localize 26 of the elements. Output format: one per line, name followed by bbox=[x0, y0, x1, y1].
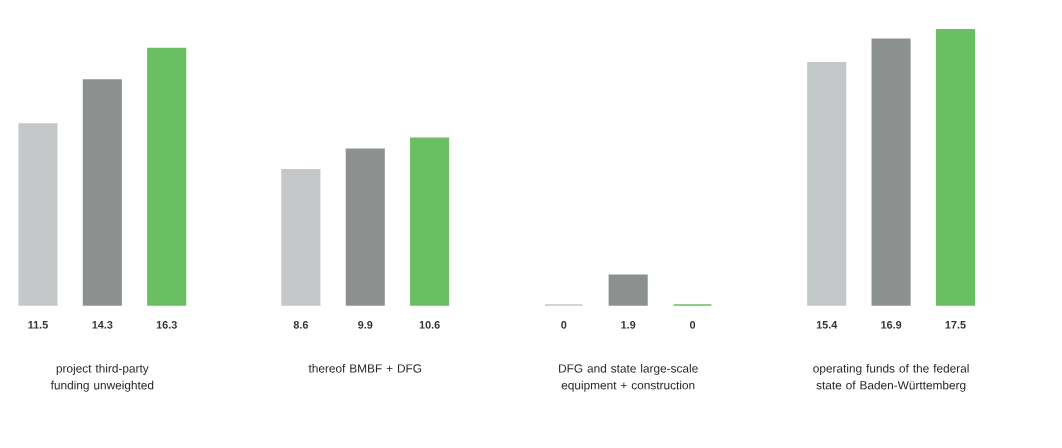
x-tick-label: project third-party funding unweighted bbox=[50, 364, 154, 392]
data-label: 15.4 bbox=[816, 321, 838, 329]
bar bbox=[281, 169, 321, 306]
bar bbox=[871, 38, 911, 306]
bar bbox=[410, 137, 450, 306]
bar bbox=[608, 274, 648, 306]
data-label: 0 bbox=[689, 321, 696, 329]
data-label: 11.5 bbox=[28, 321, 48, 329]
bar bbox=[18, 123, 58, 306]
x-tick-label: DFG and state large-scale equipment + construction bbox=[559, 364, 698, 392]
bar bbox=[345, 148, 385, 306]
bar bbox=[82, 79, 122, 306]
x-tick-label: thereof BMBF + DFG bbox=[308, 364, 422, 373]
data-label: 10.6 bbox=[419, 321, 440, 329]
data-label: 14.3 bbox=[92, 321, 113, 329]
data-label: 17.5 bbox=[945, 321, 966, 329]
data-label: 16.3 bbox=[156, 321, 177, 329]
bar bbox=[935, 29, 976, 306]
data-label: 0 bbox=[561, 321, 567, 329]
bar bbox=[807, 62, 847, 306]
data-label: 9.9 bbox=[358, 321, 373, 329]
data-label: 8.6 bbox=[293, 321, 309, 329]
bar bbox=[147, 48, 187, 306]
x-tick-label: operating funds of the federal state of Baden-Württemberg bbox=[813, 364, 969, 392]
data-label: 16.9 bbox=[881, 321, 902, 329]
data-label: 1.9 bbox=[621, 321, 636, 329]
